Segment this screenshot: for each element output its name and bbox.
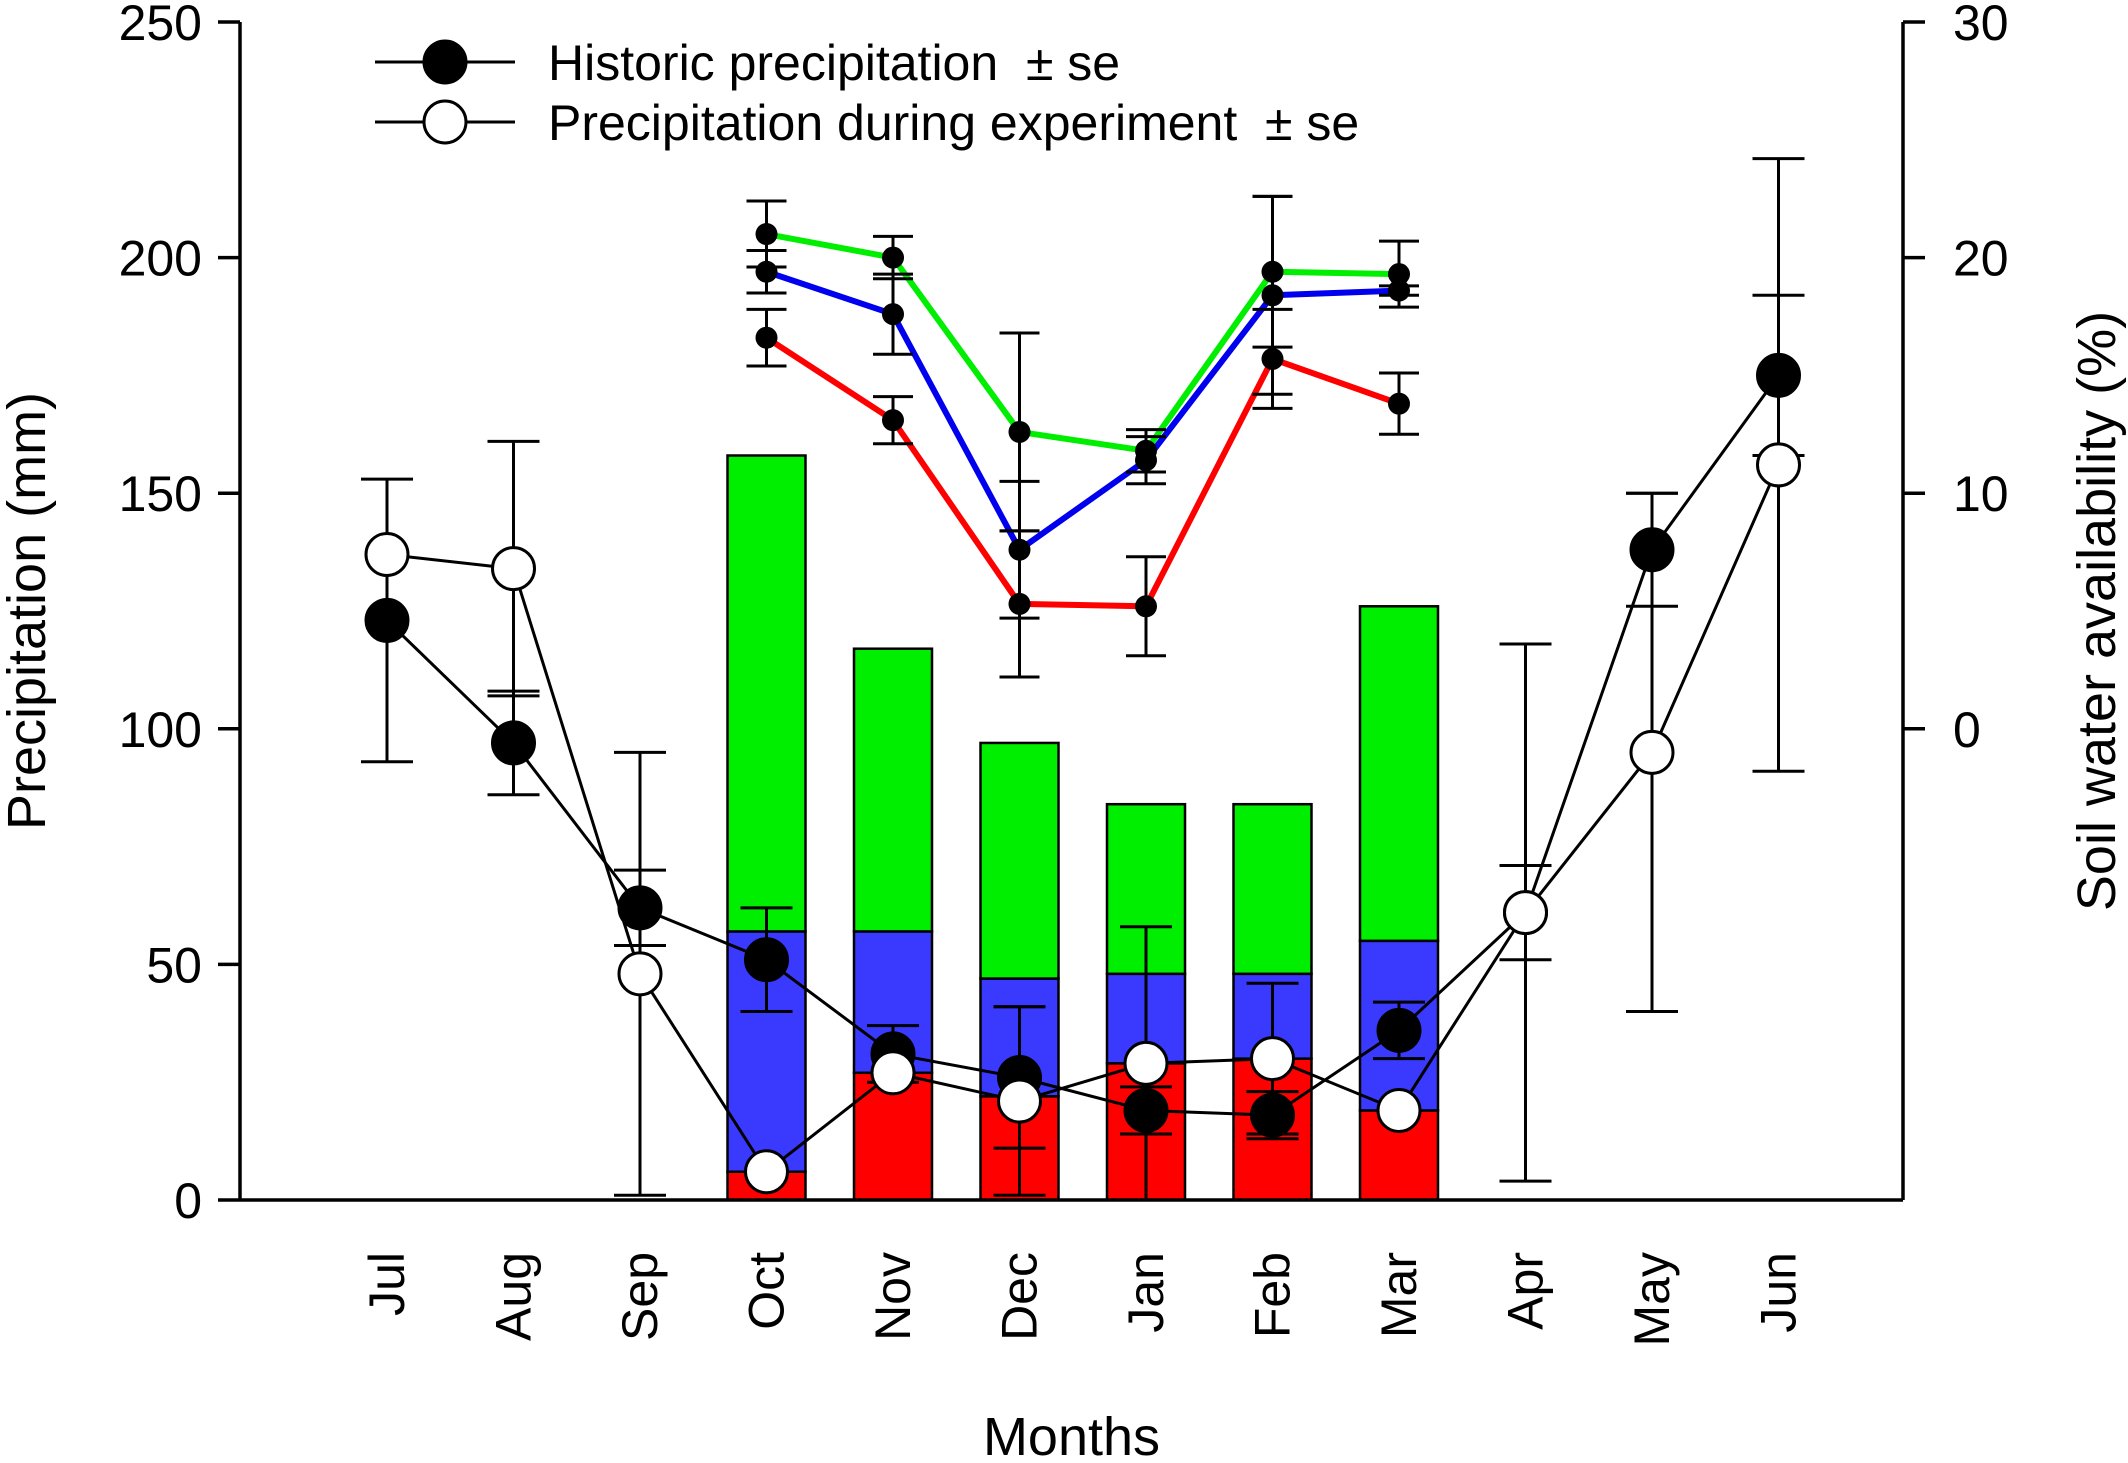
- experiment-point-jul: [364, 531, 410, 577]
- x-axis-title: Months: [983, 1407, 1160, 1463]
- soil-series-3-point-nov: [882, 409, 904, 432]
- bar-dec-segment-3: [979, 741, 1060, 980]
- y-right-tick-label-30: 30: [1953, 0, 2009, 51]
- y-axis-title-left: Precipitation (mm): [0, 392, 57, 830]
- historic-point-feb: [1250, 1092, 1295, 1138]
- soil-series-1-point-oct: [755, 223, 778, 246]
- y-tick-label-100: 100: [119, 702, 202, 758]
- x-tick-label-oct: Oct: [739, 1252, 795, 1330]
- historic-point-mar: [1376, 1007, 1422, 1053]
- historic-point-may: [1629, 527, 1675, 573]
- historic-point-aug: [491, 720, 536, 766]
- soil-water-series: [746, 194, 1419, 679]
- y-right-tick-label-0: 0: [1953, 702, 1981, 758]
- x-tick-label-jun: Jun: [1751, 1252, 1807, 1333]
- x-tick-label-aug: Aug: [486, 1252, 542, 1341]
- soil-series-2-point-oct: [755, 260, 778, 283]
- soil-series-3-point-jan: [1135, 595, 1157, 618]
- x-tick-label-jan: Jan: [1118, 1252, 1174, 1333]
- soil-series-3-point-dec: [1008, 592, 1031, 615]
- soil-series-2-point-jan: [1135, 449, 1157, 472]
- bar-mar-segment-3: [1358, 605, 1440, 943]
- historic-point-sep: [617, 885, 663, 931]
- legend-historic-marker: [422, 39, 468, 85]
- experiment-point-jan: [1123, 1040, 1169, 1086]
- soil-series-2-point-nov: [882, 303, 904, 326]
- x-tick-label-sep: Sep: [612, 1252, 668, 1341]
- y-tick-label-200: 200: [119, 231, 202, 287]
- soil-series-1-point-dec: [1008, 420, 1031, 443]
- soil-series-2-line: [765, 268, 1400, 553]
- legend-experiment-label: Precipitation during experiment ± se: [548, 95, 1359, 151]
- stacked-bars: [726, 454, 1440, 1202]
- historic-point-jan: [1123, 1087, 1169, 1133]
- legend-experiment-marker: [422, 99, 468, 145]
- soil-series-1-point-mar: [1388, 263, 1410, 286]
- experiment-point-nov: [870, 1050, 916, 1096]
- experiment-point-sep: [617, 951, 663, 997]
- x-tick-label-dec: Dec: [992, 1252, 1048, 1341]
- soil-series-2-point-mar: [1388, 279, 1410, 302]
- y-tick-label-0: 0: [174, 1173, 202, 1229]
- experiment-point-mar: [1376, 1087, 1422, 1133]
- soil-series-2-point-feb: [1261, 284, 1284, 307]
- experiment-point-oct: [744, 1149, 789, 1195]
- x-tick-label-may: May: [1624, 1252, 1680, 1346]
- y-axis-title-right: Soil water availability (%): [2067, 311, 2127, 911]
- soil-series-1-point-nov: [882, 246, 904, 269]
- y-tick-label-50: 50: [146, 937, 202, 993]
- x-tick-label-nov: Nov: [865, 1252, 921, 1341]
- experiment-point-may: [1629, 729, 1675, 775]
- experiment-precipitation-line: [386, 464, 1780, 1174]
- x-tick-label-jul: Jul: [359, 1252, 415, 1316]
- legend: Historic precipitation ± sePrecipitation…: [375, 35, 1359, 151]
- x-tick-label-feb: Feb: [1245, 1252, 1301, 1338]
- bar-feb-segment-3: [1232, 802, 1313, 976]
- y-tick-label-150: 150: [119, 466, 202, 522]
- historic-point-oct: [744, 937, 789, 983]
- x-tick-label-apr: Apr: [1498, 1252, 1554, 1330]
- soil-series-1-line: [765, 231, 1400, 454]
- x-tick-label-mar: Mar: [1371, 1252, 1427, 1338]
- soil-series-3-point-feb: [1261, 347, 1284, 370]
- historic-point-jun: [1756, 352, 1801, 398]
- y-right-tick-label-20: 20: [1953, 231, 2009, 287]
- y-tick-label-250: 250: [119, 0, 202, 51]
- experiment-point-dec: [997, 1078, 1042, 1124]
- experiment-point-apr: [1503, 890, 1548, 936]
- y-right-tick-label-10: 10: [1953, 466, 2009, 522]
- historic-precipitation-line: [385, 374, 1780, 1117]
- soil-series-3-line: [764, 335, 1401, 610]
- bar-nov-segment-3: [852, 647, 934, 933]
- experiment-point-aug: [491, 546, 536, 592]
- soil-series-3-point-mar: [1388, 392, 1410, 415]
- experiment-point-jun: [1756, 442, 1801, 488]
- experiment-point-feb: [1250, 1036, 1295, 1082]
- legend-historic-label: Historic precipitation ± se: [548, 35, 1120, 91]
- historic-point-jul: [364, 597, 410, 643]
- precipitation-series: [361, 157, 1805, 1202]
- bar-oct-segment-3: [726, 454, 807, 933]
- soil-series-3-point-oct: [755, 326, 778, 349]
